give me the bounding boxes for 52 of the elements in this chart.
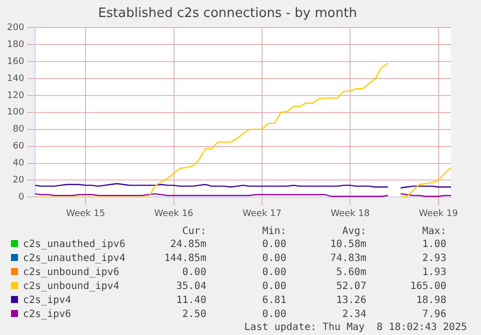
text: 0.00 [261, 308, 286, 322]
x-tick-label: Week 16 [154, 208, 194, 219]
y-tick-label: 80 [12, 124, 24, 135]
text: 2.34 [341, 308, 366, 322]
text: 6.81 [261, 294, 286, 308]
y-tick-label: 140 [6, 74, 24, 84]
x-tick-label: Week 18 [330, 208, 370, 219]
text: 74.83m [329, 252, 366, 266]
text: 10.58m [329, 238, 366, 252]
y-tick-label: 120 [6, 90, 24, 101]
legend-label: c2s_unbound_ipv6 [22, 266, 120, 280]
text: 2.93 [421, 252, 446, 266]
text: Cur: [181, 226, 206, 238]
text: 1.00 [421, 238, 446, 252]
text: 165.00 [409, 280, 446, 294]
text: 11.40 [175, 294, 206, 308]
legend-label: c2s_unauthed_ipv4 [22, 252, 126, 266]
y-tick-label: 200 [6, 22, 24, 33]
text: 2.50 [181, 308, 206, 322]
legend-label: c2s_ipv4 [22, 294, 72, 308]
text: 52.07 [335, 280, 366, 294]
x-tick-label: Week 19 [418, 208, 458, 219]
text: 0.00 [181, 266, 206, 280]
y-tick-label: 20 [12, 176, 24, 186]
text: 35.04 [175, 280, 206, 294]
text: 5.60m [335, 266, 366, 280]
y-tick-label: 160 [6, 56, 24, 67]
legend-label: c2s_unbound_ipv4 [22, 280, 120, 294]
text: 13.26 [335, 294, 366, 308]
y-tick-label: 0 [18, 192, 24, 203]
x-tick-label: Week 15 [66, 208, 106, 219]
text: Avg: [341, 226, 366, 238]
x-tick-label: Week 17 [242, 208, 282, 219]
y-tick-label: 60 [12, 142, 24, 152]
y-tick-label: 180 [6, 40, 24, 50]
text: 24.85m [169, 238, 206, 252]
y-tick-label: 100 [6, 108, 24, 118]
text: Min: [261, 226, 286, 238]
text: 144.85m [163, 252, 206, 266]
text: 18.98 [415, 294, 446, 308]
legend-label: c2s_unauthed_ipv6 [22, 238, 126, 252]
legend-label: c2s_ipv6 [22, 308, 72, 322]
text: 0.00 [261, 280, 286, 294]
text: 0.00 [261, 266, 286, 280]
text: Last update: Thu May 8 18:02:43 2025 [243, 322, 468, 333]
text: 7.96 [421, 308, 446, 322]
text: 1.93 [421, 266, 446, 280]
text: 0.00 [261, 252, 286, 266]
text: Max: [421, 226, 446, 238]
text: 0.00 [261, 238, 286, 252]
chart-title: Established c2s connections - by month [98, 6, 357, 22]
y-tick-label: 40 [12, 158, 24, 169]
